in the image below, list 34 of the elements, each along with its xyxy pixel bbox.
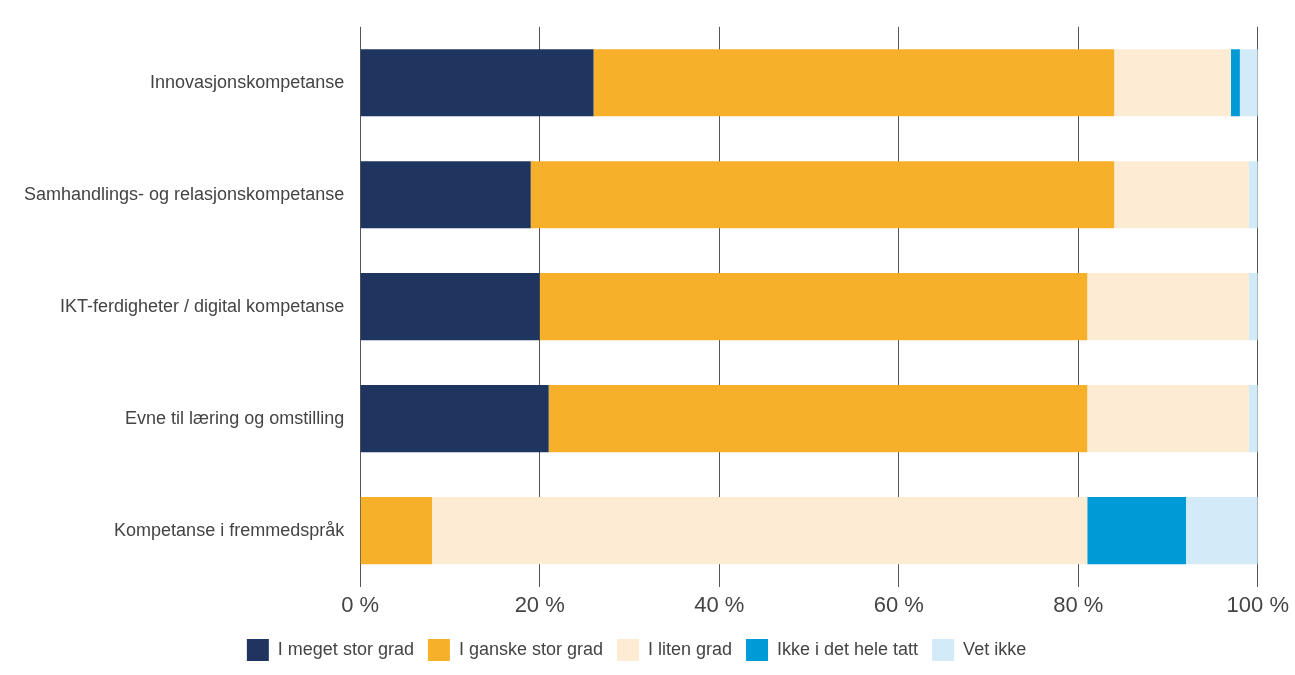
legend-label: I meget stor grad [277, 638, 414, 659]
x-tick-label: 100 % [1226, 591, 1290, 617]
bar [1087, 385, 1249, 453]
bar [360, 273, 540, 341]
bar [548, 385, 1088, 453]
bar [432, 497, 1088, 565]
legend-label: I ganske stor grad [458, 638, 603, 659]
bar [593, 49, 1115, 117]
y-tick-label: Innovasjonskompetanse [150, 71, 345, 92]
bar [360, 385, 549, 453]
x-tick-label: 40 % [694, 591, 745, 617]
bar [1114, 49, 1231, 117]
bar [1186, 497, 1258, 565]
bar [1239, 49, 1258, 117]
legend-label: I liten grad [647, 638, 733, 659]
bar [360, 161, 531, 229]
bar [1114, 161, 1249, 229]
x-tick-label: 0 % [341, 591, 380, 617]
x-tick-label: 60 % [873, 591, 924, 617]
bar [1087, 273, 1249, 341]
y-tick-label: IKT-ferdigheter / digital kompetanse [60, 295, 345, 316]
legend-label: Ikke i det hele tatt [777, 638, 919, 659]
bar [360, 49, 594, 117]
x-tick-label: 20 % [514, 591, 565, 617]
bar [360, 497, 432, 565]
y-tick-label: Kompetanse i fremmedspråk [114, 519, 346, 540]
legend-label: Vet ikke [963, 638, 1027, 659]
x-tick-label: 80 % [1053, 591, 1104, 617]
y-tick-label: Samhandlings- og relasjonskompetanse [24, 183, 345, 204]
bar [1230, 49, 1240, 117]
bar [530, 161, 1115, 229]
bar [1087, 497, 1186, 565]
y-tick-label: Evne til læring og omstilling [125, 407, 345, 428]
bar [539, 273, 1088, 341]
